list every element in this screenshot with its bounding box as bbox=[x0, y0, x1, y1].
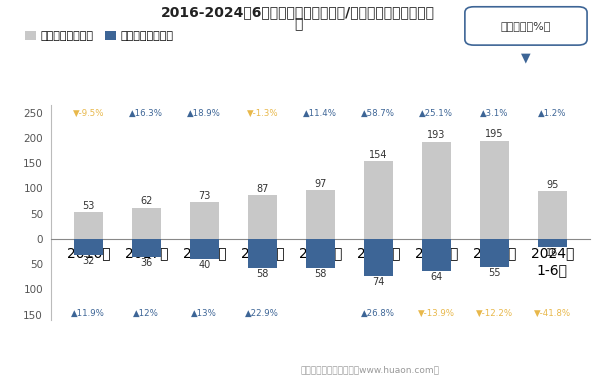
Text: 计: 计 bbox=[294, 17, 302, 31]
Text: ▲22.9%: ▲22.9% bbox=[246, 309, 280, 318]
Text: ▼-9.5%: ▼-9.5% bbox=[73, 109, 104, 118]
Text: ▲25.1%: ▲25.1% bbox=[420, 109, 454, 118]
Bar bbox=[538, 191, 567, 239]
Text: ▼-41.8%: ▼-41.8% bbox=[534, 309, 571, 318]
Bar bbox=[248, 239, 277, 268]
Bar bbox=[248, 195, 277, 239]
Bar bbox=[190, 239, 219, 259]
Text: ▲11.4%: ▲11.4% bbox=[303, 109, 337, 118]
Text: 58: 58 bbox=[256, 270, 269, 279]
Bar bbox=[422, 142, 451, 239]
Text: ▲13%: ▲13% bbox=[191, 309, 218, 318]
Bar bbox=[190, 202, 219, 239]
Text: 53: 53 bbox=[82, 201, 95, 211]
Text: 97: 97 bbox=[314, 179, 327, 189]
Text: 193: 193 bbox=[427, 130, 446, 140]
Text: ▲1.2%: ▲1.2% bbox=[538, 109, 567, 118]
Text: ▲58.7%: ▲58.7% bbox=[361, 109, 395, 118]
Text: 36: 36 bbox=[140, 258, 153, 268]
Bar bbox=[132, 239, 161, 257]
Text: 58: 58 bbox=[314, 270, 327, 279]
Legend: 出口额（亿美元）, 进口额（亿美元）: 出口额（亿美元）, 进口额（亿美元） bbox=[24, 29, 174, 42]
Text: 64: 64 bbox=[430, 273, 442, 282]
Text: ▼-13.9%: ▼-13.9% bbox=[418, 309, 455, 318]
Text: ▲12%: ▲12% bbox=[134, 309, 159, 318]
Text: 87: 87 bbox=[256, 184, 269, 194]
Text: ▲11.9%: ▲11.9% bbox=[72, 309, 105, 318]
Text: 2016-2024年6月济南市（境内目的地/货源地）进、出口额统: 2016-2024年6月济南市（境内目的地/货源地）进、出口额统 bbox=[161, 6, 435, 20]
Bar bbox=[306, 190, 335, 239]
Bar bbox=[364, 161, 393, 239]
Text: ▲26.8%: ▲26.8% bbox=[361, 309, 395, 318]
Text: 40: 40 bbox=[198, 260, 210, 270]
Bar bbox=[538, 239, 567, 247]
Text: 195: 195 bbox=[485, 129, 504, 139]
Text: 95: 95 bbox=[546, 180, 558, 190]
Text: 16: 16 bbox=[546, 248, 558, 258]
Text: 154: 154 bbox=[369, 150, 387, 160]
Bar bbox=[364, 239, 393, 276]
Text: 55: 55 bbox=[488, 268, 501, 278]
Text: 制图：华经产业研究院（www.huaon.com）: 制图：华经产业研究院（www.huaon.com） bbox=[300, 365, 439, 374]
Text: ▲3.1%: ▲3.1% bbox=[480, 109, 508, 118]
Text: ▼-1.3%: ▼-1.3% bbox=[247, 109, 278, 118]
Text: 同比增速（%）: 同比增速（%） bbox=[501, 21, 551, 31]
Bar bbox=[480, 141, 509, 239]
Text: 32: 32 bbox=[82, 256, 95, 266]
Bar bbox=[74, 212, 103, 239]
Text: 73: 73 bbox=[198, 191, 210, 201]
Bar bbox=[74, 239, 103, 255]
Text: ▲16.3%: ▲16.3% bbox=[129, 109, 163, 118]
Bar bbox=[422, 239, 451, 271]
Text: ▼-12.2%: ▼-12.2% bbox=[476, 309, 513, 318]
Bar bbox=[132, 208, 161, 239]
Text: 62: 62 bbox=[140, 196, 153, 206]
Bar bbox=[306, 239, 335, 268]
Bar bbox=[480, 239, 509, 267]
Text: 74: 74 bbox=[372, 277, 384, 288]
Text: ▼: ▼ bbox=[521, 52, 531, 65]
Text: ▲18.9%: ▲18.9% bbox=[187, 109, 221, 118]
